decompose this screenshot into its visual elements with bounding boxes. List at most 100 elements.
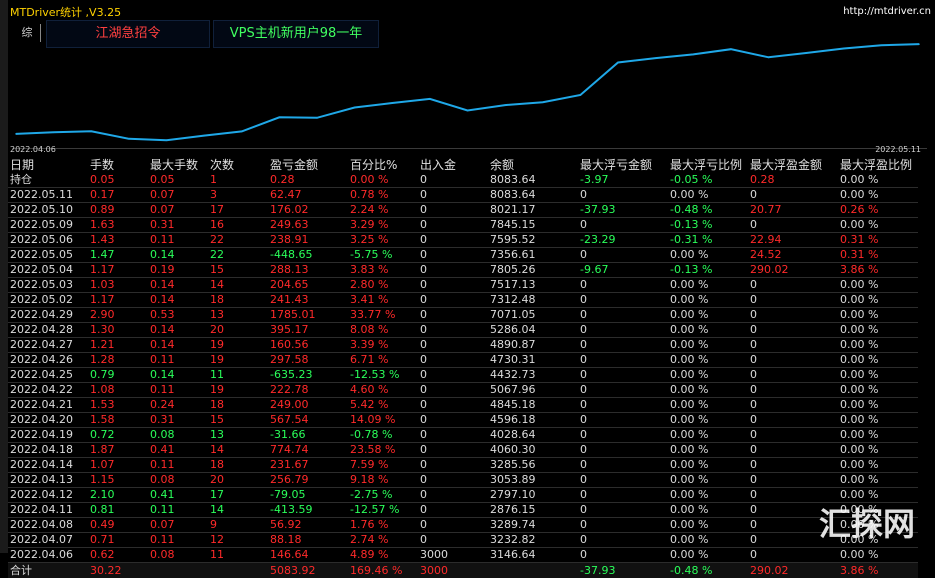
cell-count: 12: [208, 533, 268, 548]
column-header[interactable]: 百分比%: [348, 158, 418, 173]
cell-mfpp: 0.00 %: [838, 428, 918, 443]
cell-mfp: 0: [748, 443, 838, 458]
cell-pnl: 774.74: [268, 443, 348, 458]
column-header[interactable]: 手数: [88, 158, 148, 173]
column-header[interactable]: 最大浮盈金额: [748, 158, 838, 173]
cell-mflp: 0.00 %: [668, 188, 748, 203]
column-header[interactable]: 日期: [8, 158, 88, 173]
cell-lots: 0.81: [88, 503, 148, 518]
cell-pnl: -413.59: [268, 503, 348, 518]
cell-max-lots: 0.08: [148, 428, 208, 443]
cell-mfpp: 0.00 %: [838, 278, 918, 293]
cell-mfp: 0: [748, 383, 838, 398]
total-date: 合计: [8, 563, 88, 578]
cell-mfp: 290.02: [748, 263, 838, 278]
column-header[interactable]: 次数: [208, 158, 268, 173]
cell-mfl: -23.29: [578, 233, 668, 248]
balance-point: [203, 135, 205, 137]
cell-date: 2022.05.10: [8, 203, 88, 218]
cell-lots: 1.43: [88, 233, 148, 248]
cell-date: 2022.04.27: [8, 338, 88, 353]
column-header[interactable]: 最大浮盈比例: [838, 158, 918, 173]
cell-mflp: 0.00 %: [668, 548, 748, 563]
cell-io: 0: [418, 518, 488, 533]
column-header[interactable]: 余额: [488, 158, 578, 173]
cell-mflp: 0.00 %: [668, 308, 748, 323]
cell-io: 0: [418, 473, 488, 488]
cell-count: 14: [208, 443, 268, 458]
cell-date: 2022.04.26: [8, 353, 88, 368]
cell-pct: 2.74 %: [348, 533, 418, 548]
cell-count: 19: [208, 353, 268, 368]
cell-pnl: -448.65: [268, 248, 348, 263]
column-header[interactable]: 最大手数: [148, 158, 208, 173]
balance-point: [768, 57, 770, 59]
column-header[interactable]: 最大浮亏比例: [668, 158, 748, 173]
cell-count: 13: [208, 308, 268, 323]
cell-mflp: 0.00 %: [668, 518, 748, 533]
site-url-link[interactable]: http://mtdriver.cn: [843, 6, 931, 17]
cell-mflp: 0.00 %: [668, 473, 748, 488]
cell-pct: 7.59 %: [348, 458, 418, 473]
cell-mfpp: 0.00 %: [838, 323, 918, 338]
cell-lots: 1.08: [88, 383, 148, 398]
cell-mflp: 0.00 %: [668, 533, 748, 548]
cell-pnl: 249.63: [268, 218, 348, 233]
cell-mfl: -37.93: [578, 203, 668, 218]
cell-pct: 33.77 %: [348, 308, 418, 323]
balance-point: [580, 94, 582, 96]
cell-mflp: 0.00 %: [668, 413, 748, 428]
cell-io: 0: [418, 308, 488, 323]
cell-date: 2022.04.08: [8, 518, 88, 533]
cell-bal: 5286.04: [488, 323, 578, 338]
cell-mfpp: 0.31 %: [838, 233, 918, 248]
cell-io: 0: [418, 488, 488, 503]
cell-lots: 1.30: [88, 323, 148, 338]
column-header[interactable]: 最大浮亏金额: [578, 158, 668, 173]
cell-lots: 1.58: [88, 413, 148, 428]
cell-max-lots: 0.31: [148, 218, 208, 233]
cell-count: 20: [208, 473, 268, 488]
column-header[interactable]: 出入金: [418, 158, 488, 173]
total-lots: 30.22: [88, 563, 148, 578]
cell-io: 0: [418, 398, 488, 413]
balance-point: [843, 48, 845, 50]
cell-date: 2022.05.06: [8, 233, 88, 248]
cell-mfl: 0: [578, 473, 668, 488]
cell-mfl: 0: [578, 308, 668, 323]
balance-point: [90, 130, 92, 132]
cell-date: 2022.05.09: [8, 218, 88, 233]
cell-max-lots: 0.14: [148, 368, 208, 383]
balance-chart: [12, 36, 927, 149]
cell-pct: 3.83 %: [348, 263, 418, 278]
cell-mfpp: 0.00 %: [838, 443, 918, 458]
column-header[interactable]: 盈亏金额: [268, 158, 348, 173]
cell-io: 0: [418, 368, 488, 383]
